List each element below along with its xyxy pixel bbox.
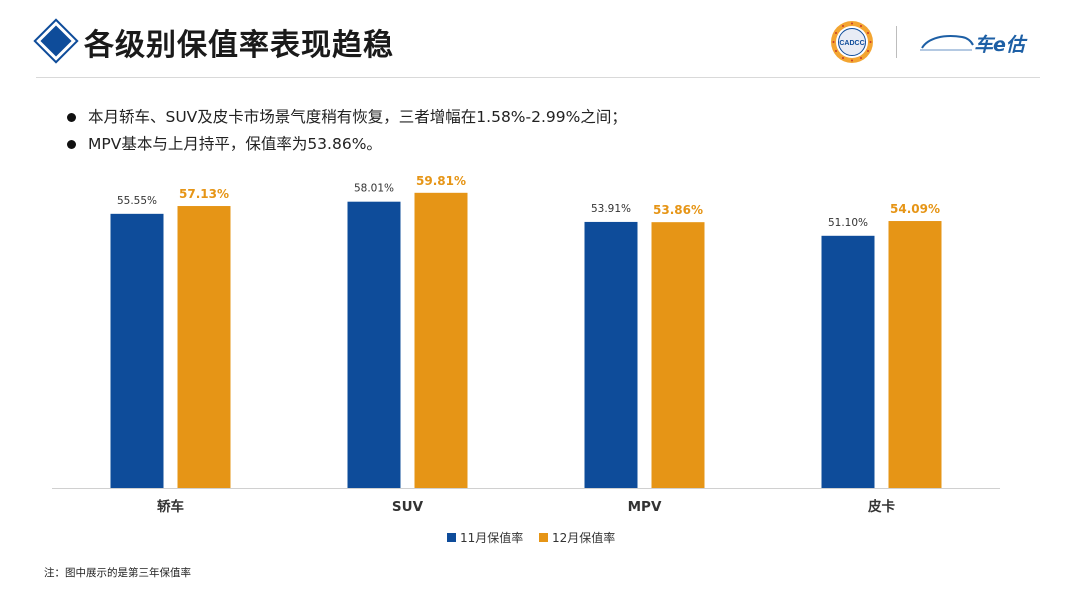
header-divider (36, 77, 1040, 78)
brand-name: 车e估 (974, 34, 1025, 56)
legend-label: 12月保值率 (552, 530, 615, 545)
bullet-list: 本月轿车、SUV及皮卡市场景气度稍有恢复，三者增幅在1.58%-2.99%之间；… (62, 104, 627, 158)
bar-1 (821, 235, 875, 488)
brand-car-icon (920, 35, 974, 51)
data-label: 54.09% (890, 202, 940, 216)
x-tick-label: MPV (628, 499, 662, 515)
x-tick-label: 皮卡 (868, 498, 896, 515)
x-tick-label: 轿车 (157, 498, 184, 515)
x-tick-label: SUV (392, 499, 424, 515)
bar-2 (651, 222, 705, 488)
bullet-text: MPV基本与上月持平，保值率为53.86%。 (88, 135, 382, 153)
data-label: 57.13% (179, 187, 229, 201)
bar-1 (584, 221, 638, 488)
bar-2 (414, 192, 468, 488)
bar-1 (110, 213, 164, 489)
bullet-text: 本月轿车、SUV及皮卡市场景气度稍有恢复，三者增幅在1.58%-2.99%之间； (88, 108, 627, 126)
legend-swatch (539, 533, 548, 542)
bullet-dot-icon (67, 140, 76, 149)
page-title: 各级别保值率表现趋稳 (84, 28, 394, 63)
bar-2 (177, 206, 231, 488)
data-label: 53.91% (591, 203, 631, 215)
legend-label: 11月保值率 (460, 530, 523, 545)
slide-header: 各级别保值率表现趋稳 CADCC 车e估 (0, 0, 1080, 80)
logo-separator (896, 26, 897, 58)
bullet-dot-icon (67, 113, 76, 122)
cadcc-seal-logo: CADCC (831, 21, 873, 63)
data-label: 51.10% (828, 217, 868, 229)
bar-1 (347, 201, 401, 489)
bar-2 (888, 221, 942, 488)
footnote: 注：图中展示的是第三年保值率 (44, 567, 191, 579)
data-label: 59.81% (416, 174, 466, 188)
legend-swatch (447, 533, 456, 542)
bullet-item: 本月轿车、SUV及皮卡市场景气度稍有恢复，三者增幅在1.58%-2.99%之间； (62, 104, 627, 131)
data-label: 53.86% (653, 203, 703, 217)
seal-text: CADCC (839, 40, 864, 47)
bullet-item: MPV基本与上月持平，保值率为53.86%。 (62, 131, 627, 158)
data-label: 55.55% (117, 195, 157, 207)
data-label: 58.01% (354, 183, 394, 195)
